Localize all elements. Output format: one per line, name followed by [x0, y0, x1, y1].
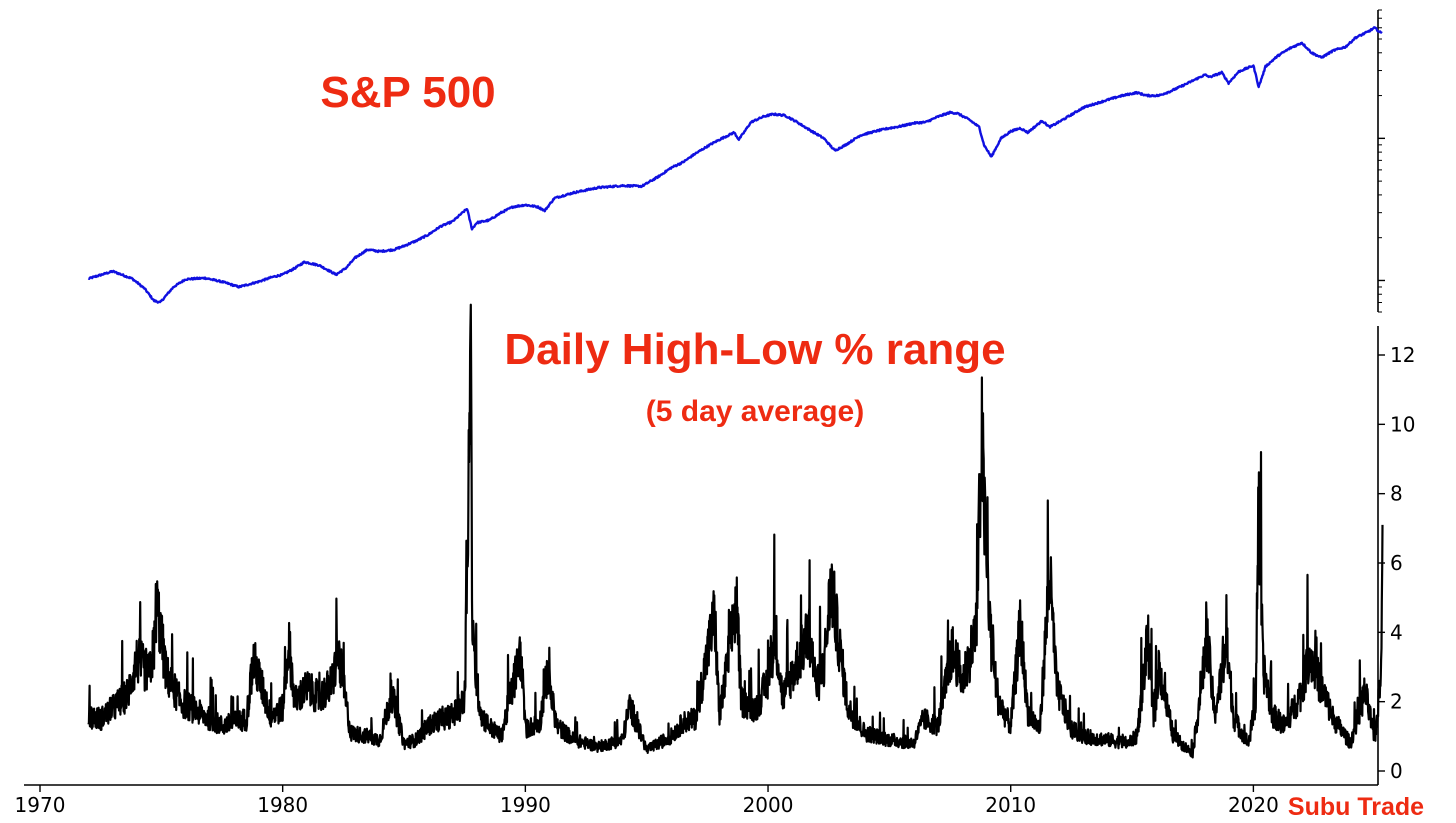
sp500-title: S&P 500 — [320, 68, 495, 117]
range-x-tick-label: 2000 — [743, 793, 794, 817]
range-x-tick-label: 2020 — [1228, 793, 1279, 817]
range-y-tick-label: 10 — [1390, 412, 1415, 436]
range-x-tick-label: 1980 — [257, 793, 308, 817]
sp500-axis-ticks — [1378, 9, 1385, 313]
range-title: Daily High-Low % range — [504, 325, 1005, 374]
sp500-panel: S&P 500 — [87, 9, 1385, 313]
range-x-tick-label: 2010 — [985, 793, 1036, 817]
range-y-tick-label: 6 — [1390, 551, 1403, 575]
range-series-line — [87, 303, 1384, 759]
range-x-tick-label: 1970 — [15, 793, 66, 817]
range-y-ticks: 0 2 4 6 8 10 12 — [1378, 343, 1415, 783]
range-panel: 0 2 4 6 8 10 12 1970 1980 1990 2000 2010 2020 Daily… — [15, 303, 1415, 817]
range-y-tick-label: 0 — [1390, 759, 1403, 783]
sp500-series-line — [87, 26, 1383, 304]
watermark: Subu Trade — [1288, 793, 1424, 821]
range-x-ticks: 1970 1980 1990 2000 2010 2020 — [15, 785, 1279, 817]
range-y-tick-label: 12 — [1390, 343, 1415, 367]
range-y-tick-label: 8 — [1390, 482, 1403, 506]
range-subtitle: (5 day average) — [646, 395, 864, 428]
range-y-tick-label: 2 — [1390, 690, 1403, 714]
range-x-tick-label: 1990 — [500, 793, 551, 817]
range-y-tick-label: 4 — [1390, 620, 1403, 644]
